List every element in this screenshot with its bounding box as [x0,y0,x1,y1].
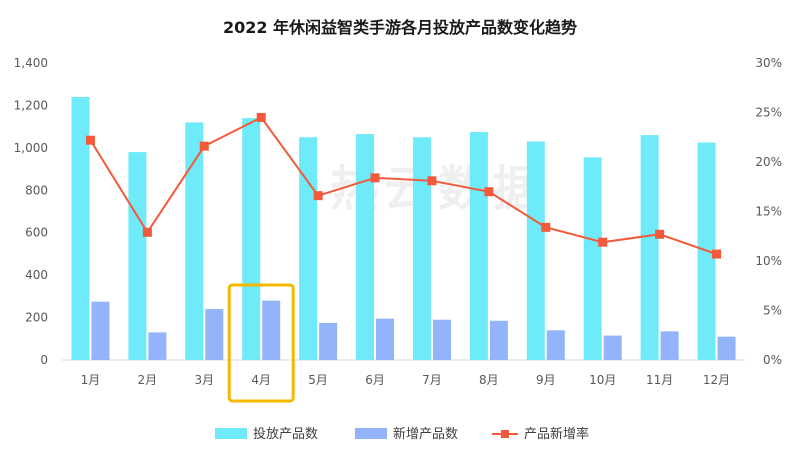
bar-投放产品数 [128,152,147,360]
x-tick-label: 11月 [646,373,673,387]
y-right-tick-label: 15% [755,205,782,219]
legend-label: 新增产品数 [393,426,458,442]
legend-swatch-marker [501,430,509,438]
line-point-产品新增率 [199,141,209,151]
rate-line [85,112,722,259]
y-right-tick-label: 30% [755,56,782,70]
bar-新增产品数 [603,335,622,360]
y-left-tick-label: 600 [25,226,48,240]
legend-swatch [215,428,247,439]
y-left-tick-label: 1,000 [14,141,48,155]
line-point-产品新增率 [655,229,665,239]
bar-新增产品数 [148,332,167,360]
bar-投放产品数 [526,141,545,360]
x-tick-label: 6月 [365,373,385,387]
x-tick-label: 8月 [479,373,499,387]
line-产品新增率 [89,116,717,256]
axes: 0 200 400 600 800 1,000 1,200 1,400 0% 5% 10% 15% 20… [14,56,782,387]
bar-新增产品数 [717,336,736,360]
x-tick-label: 12月 [703,373,730,387]
line-point-产品新增率 [142,227,152,237]
y-left-tick-label: 1,200 [14,98,48,112]
line-point-产品新增率 [712,249,722,259]
bar-投放产品数 [242,118,261,361]
bar-投放产品数 [356,134,375,360]
legend-label: 产品新增率 [524,426,589,442]
bar-新增产品数 [546,330,565,360]
line-point-产品新增率 [598,237,608,247]
bar-新增产品数 [319,322,338,360]
y-left-tick-label: 800 [25,183,48,197]
x-tick-label: 7月 [422,373,442,387]
bar-投放产品数 [185,122,204,361]
line-point-产品新增率 [484,187,494,197]
bar-新增产品数 [205,309,224,360]
bar-投放产品数 [412,137,431,360]
bar-新增产品数 [432,319,451,360]
y-right-tick-label: 10% [755,254,782,268]
y-left-tick-label: 0 [40,353,48,367]
x-tick-label: 4月 [251,373,271,387]
bar-投放产品数 [299,137,318,360]
x-tick-label: 5月 [308,373,328,387]
bars [71,96,736,361]
bar-投放产品数 [583,157,602,360]
legend-swatch [355,428,387,439]
bar-投放产品数 [640,135,659,360]
x-tick-label: 10月 [589,373,616,387]
highlight [227,283,295,403]
line-point-产品新增率 [370,173,380,183]
y-left-tick-label: 1,400 [14,56,48,70]
legend: 投放产品数 新增产品数 产品新增率 [215,426,589,442]
x-tick-label: 1月 [81,373,101,387]
line-point-产品新增率 [256,112,266,122]
x-tick-label: 3月 [194,373,214,387]
y-left-tick-label: 400 [25,268,48,282]
bar-新增产品数 [376,318,395,360]
line-point-产品新增率 [427,176,437,186]
bar-新增产品数 [489,320,508,360]
bar-新增产品数 [262,300,281,360]
legend-label: 投放产品数 [253,426,318,442]
bar-新增产品数 [91,301,110,360]
highlight-box [227,283,295,403]
y-right-tick-label: 0% [763,353,782,367]
line-point-产品新增率 [85,135,95,145]
line-point-产品新增率 [313,191,323,201]
x-tick-label: 2月 [138,373,158,387]
bar-新增产品数 [660,331,679,360]
line-point-产品新增率 [541,222,551,232]
bar-投放产品数 [469,131,488,360]
chart-title: 2022 年休闲益智类手游各月投放产品数变化趋势 [222,18,578,37]
y-right-tick-label: 5% [763,304,782,318]
y-right-tick-label: 25% [755,106,782,120]
y-left-tick-label: 200 [25,311,48,325]
x-tick-label: 9月 [536,373,556,387]
y-right-tick-label: 20% [755,155,782,169]
bar-投放产品数 [71,96,90,360]
